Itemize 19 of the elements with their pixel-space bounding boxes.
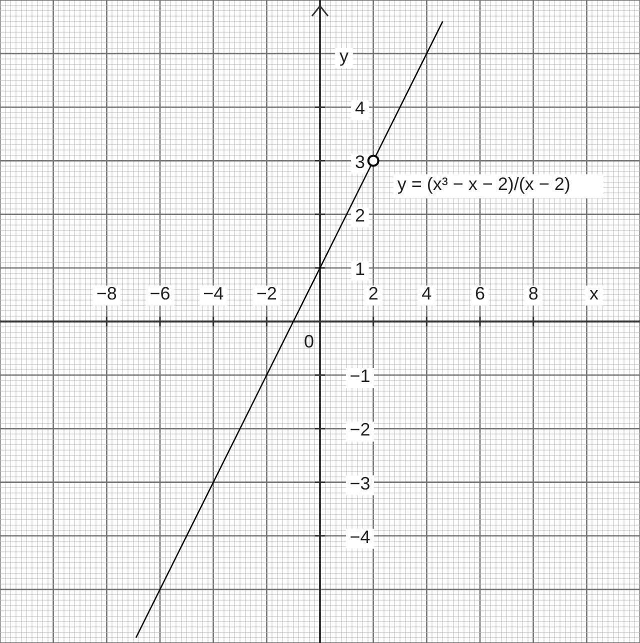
y-tick-label: 2 — [354, 205, 366, 226]
x-tick-label: 6 — [474, 284, 486, 304]
y-tick-label: −1 — [350, 366, 370, 386]
y-tick-label: 1 — [354, 258, 366, 279]
annotation: y = (x³ − x − 2)/(x − 2) — [397, 174, 570, 194]
y-tick-label: −4 — [350, 526, 370, 547]
x-tick-label: −4 — [203, 284, 224, 304]
annotation: 0 — [304, 332, 314, 352]
x-tick-label: −8 — [96, 284, 117, 304]
y-tick-label: −3 — [350, 473, 370, 494]
x-tick-label: −2 — [256, 284, 277, 304]
y-tick-label: 4 — [354, 98, 366, 118]
x-tick-label: 4 — [422, 284, 432, 304]
x-tick-label: −6 — [150, 284, 170, 304]
y-tick-label: −2 — [350, 420, 370, 440]
y-tick-label: 3 — [354, 152, 366, 172]
x-axis-title: x — [590, 284, 598, 304]
x-tick-label: 8 — [528, 284, 538, 304]
y-axis-title: y — [340, 46, 348, 66]
